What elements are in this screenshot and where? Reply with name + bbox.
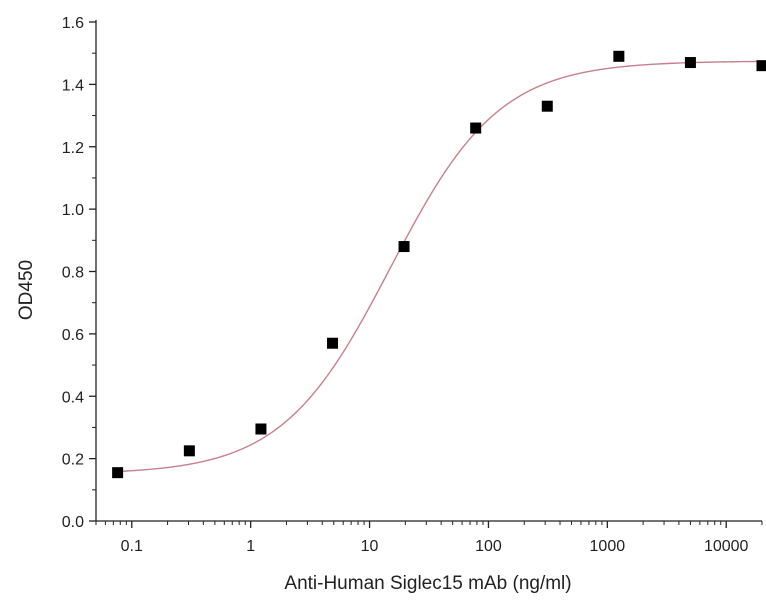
data-point <box>112 467 123 478</box>
data-point <box>184 445 195 456</box>
x-tick-label: 10 <box>361 538 379 555</box>
x-tick-label: 100 <box>475 538 502 555</box>
data-point <box>542 101 553 112</box>
x-axis-label: Anti-Human Siglec15 mAb (ng/ml) <box>284 573 571 594</box>
y-tick-label: 0.4 <box>62 389 84 406</box>
x-tick-label: 1 <box>246 538 255 555</box>
fit-curve-layer <box>113 61 762 471</box>
y-tick-label: 0.2 <box>62 452 84 469</box>
y-tick-label: 1.0 <box>62 202 84 219</box>
data-points <box>112 51 766 478</box>
y-tick-label: 0.8 <box>62 265 84 282</box>
y-tick-label: 1.4 <box>62 77 84 94</box>
fit-curve <box>113 61 762 471</box>
x-tick-label: 10000 <box>704 538 749 555</box>
data-point <box>399 241 410 252</box>
data-point <box>613 51 624 62</box>
y-axis-label: OD450 <box>16 260 37 320</box>
x-tick-label: 1000 <box>590 538 626 555</box>
data-point <box>327 338 338 349</box>
data-point <box>255 423 266 434</box>
data-point <box>470 123 481 134</box>
x-tick-label: 0.1 <box>121 538 143 555</box>
y-tick-label: 0.6 <box>62 327 84 344</box>
data-point <box>757 60 766 71</box>
axes: 0.0 0.2 0.4 0.6 0.8 1.0 1.2 1.4 1.6 0.1 1 10 100 1000… <box>62 15 762 555</box>
data-point <box>685 57 696 68</box>
y-tick-label: 0.0 <box>62 514 84 531</box>
y-tick-label: 1.6 <box>62 15 84 32</box>
y-tick-label: 1.2 <box>62 140 84 157</box>
